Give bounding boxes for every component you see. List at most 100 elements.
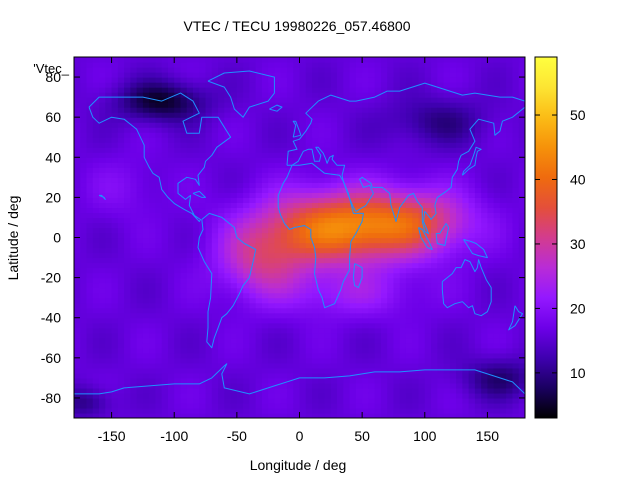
- heatmap-cell: [387, 337, 395, 344]
- heatmap-cell: [149, 337, 157, 344]
- heatmap-cell: [387, 297, 395, 304]
- heatmap-cell: [424, 232, 432, 239]
- heatmap-cell: [349, 402, 357, 409]
- heatmap-cell: [155, 322, 163, 329]
- heatmap-cell: [431, 322, 438, 329]
- heatmap-cell: [180, 252, 188, 259]
- heatmap-cell: [136, 242, 144, 249]
- heatmap-cell: [255, 147, 263, 153]
- heatmap-cell: [274, 232, 282, 239]
- heatmap-cell: [86, 207, 94, 214]
- heatmap-cell: [205, 227, 213, 234]
- heatmap-cell: [468, 147, 476, 153]
- heatmap-cell: [456, 407, 463, 414]
- heatmap-cell: [380, 267, 388, 274]
- heatmap-cell: [224, 197, 232, 203]
- heatmap-cell: [211, 67, 219, 73]
- heatmap-cell: [180, 217, 188, 224]
- heatmap-cell: [149, 392, 157, 399]
- heatmap-cell: [299, 307, 307, 314]
- heatmap-cell: [180, 237, 188, 244]
- heatmap-cell: [255, 232, 263, 239]
- heatmap-cell: [437, 57, 445, 63]
- heatmap-cell: [74, 302, 81, 309]
- heatmap-cell: [74, 352, 81, 359]
- heatmap-cell: [393, 147, 401, 153]
- heatmap-cell: [487, 102, 495, 108]
- heatmap-cell: [86, 157, 94, 163]
- heatmap-cell: [349, 142, 357, 148]
- heatmap-cell: [462, 182, 470, 188]
- heatmap-cell: [261, 342, 269, 349]
- heatmap-cell: [462, 377, 470, 384]
- heatmap-cell: [124, 312, 131, 319]
- heatmap-cell: [337, 192, 344, 198]
- heatmap-cell: [236, 332, 244, 339]
- heatmap-cell: [117, 157, 125, 163]
- heatmap-cell: [249, 77, 257, 83]
- heatmap-cell: [312, 157, 319, 163]
- heatmap-cell: [343, 107, 351, 113]
- heatmap-cell: [167, 407, 175, 414]
- heatmap-cell: [443, 397, 451, 404]
- heatmap-cell: [74, 337, 81, 344]
- heatmap-cell: [136, 222, 144, 229]
- heatmap-cell: [274, 352, 282, 359]
- heatmap-cell: [111, 262, 119, 269]
- heatmap-cell: [349, 382, 357, 389]
- heatmap-cell: [318, 122, 326, 128]
- heatmap-cell: [86, 367, 94, 374]
- heatmap-cell: [149, 212, 157, 219]
- heatmap-cell: [493, 237, 501, 244]
- heatmap-cell: [449, 352, 457, 359]
- heatmap-cell: [456, 197, 463, 203]
- heatmap-cell: [474, 307, 482, 314]
- heatmap-cell: [462, 152, 470, 158]
- heatmap-cell: [387, 392, 395, 399]
- heatmap-cell: [117, 312, 125, 319]
- heatmap-cell: [124, 342, 131, 349]
- heatmap-cell: [111, 252, 119, 259]
- heatmap-cell: [180, 267, 188, 274]
- heatmap-cell: [149, 122, 157, 128]
- heatmap-cell: [124, 117, 131, 123]
- heatmap-cell: [299, 62, 307, 68]
- heatmap-cell: [167, 377, 175, 384]
- heatmap-cell: [299, 357, 307, 364]
- heatmap-cell: [74, 312, 81, 319]
- heatmap-cell: [380, 412, 388, 418]
- heatmap-cell: [161, 122, 169, 128]
- heatmap-cell: [130, 237, 138, 244]
- heatmap-cell: [268, 397, 276, 404]
- heatmap-cell: [349, 117, 357, 123]
- heatmap-cell: [249, 182, 257, 188]
- heatmap-cell: [412, 342, 420, 349]
- heatmap-cell: [161, 342, 169, 349]
- heatmap-cell: [493, 137, 501, 143]
- heatmap-cell: [393, 327, 401, 334]
- heatmap-cell: [86, 407, 94, 414]
- heatmap-cell: [274, 402, 282, 409]
- heatmap-cell: [268, 142, 276, 148]
- heatmap-cell: [124, 297, 131, 304]
- heatmap-cell: [255, 127, 263, 133]
- heatmap-cell: [481, 407, 489, 414]
- heatmap-cell: [399, 237, 407, 244]
- heatmap-cell: [117, 132, 125, 138]
- heatmap-cell: [330, 307, 338, 314]
- heatmap-cell: [218, 267, 225, 274]
- heatmap-cell: [456, 322, 463, 329]
- heatmap-cell: [481, 367, 489, 374]
- heatmap-cell: [111, 357, 119, 364]
- heatmap-cell: [437, 137, 445, 143]
- heatmap-cell: [299, 287, 307, 294]
- heatmap-cell: [462, 132, 470, 138]
- heatmap-cell: [124, 382, 131, 389]
- heatmap-cell: [324, 302, 332, 309]
- heatmap-cell: [399, 397, 407, 404]
- heatmap-cell: [199, 232, 207, 239]
- heatmap-cell: [130, 362, 138, 369]
- heatmap-cell: [456, 272, 463, 279]
- heatmap-cell: [180, 332, 188, 339]
- heatmap-cell: [155, 92, 163, 98]
